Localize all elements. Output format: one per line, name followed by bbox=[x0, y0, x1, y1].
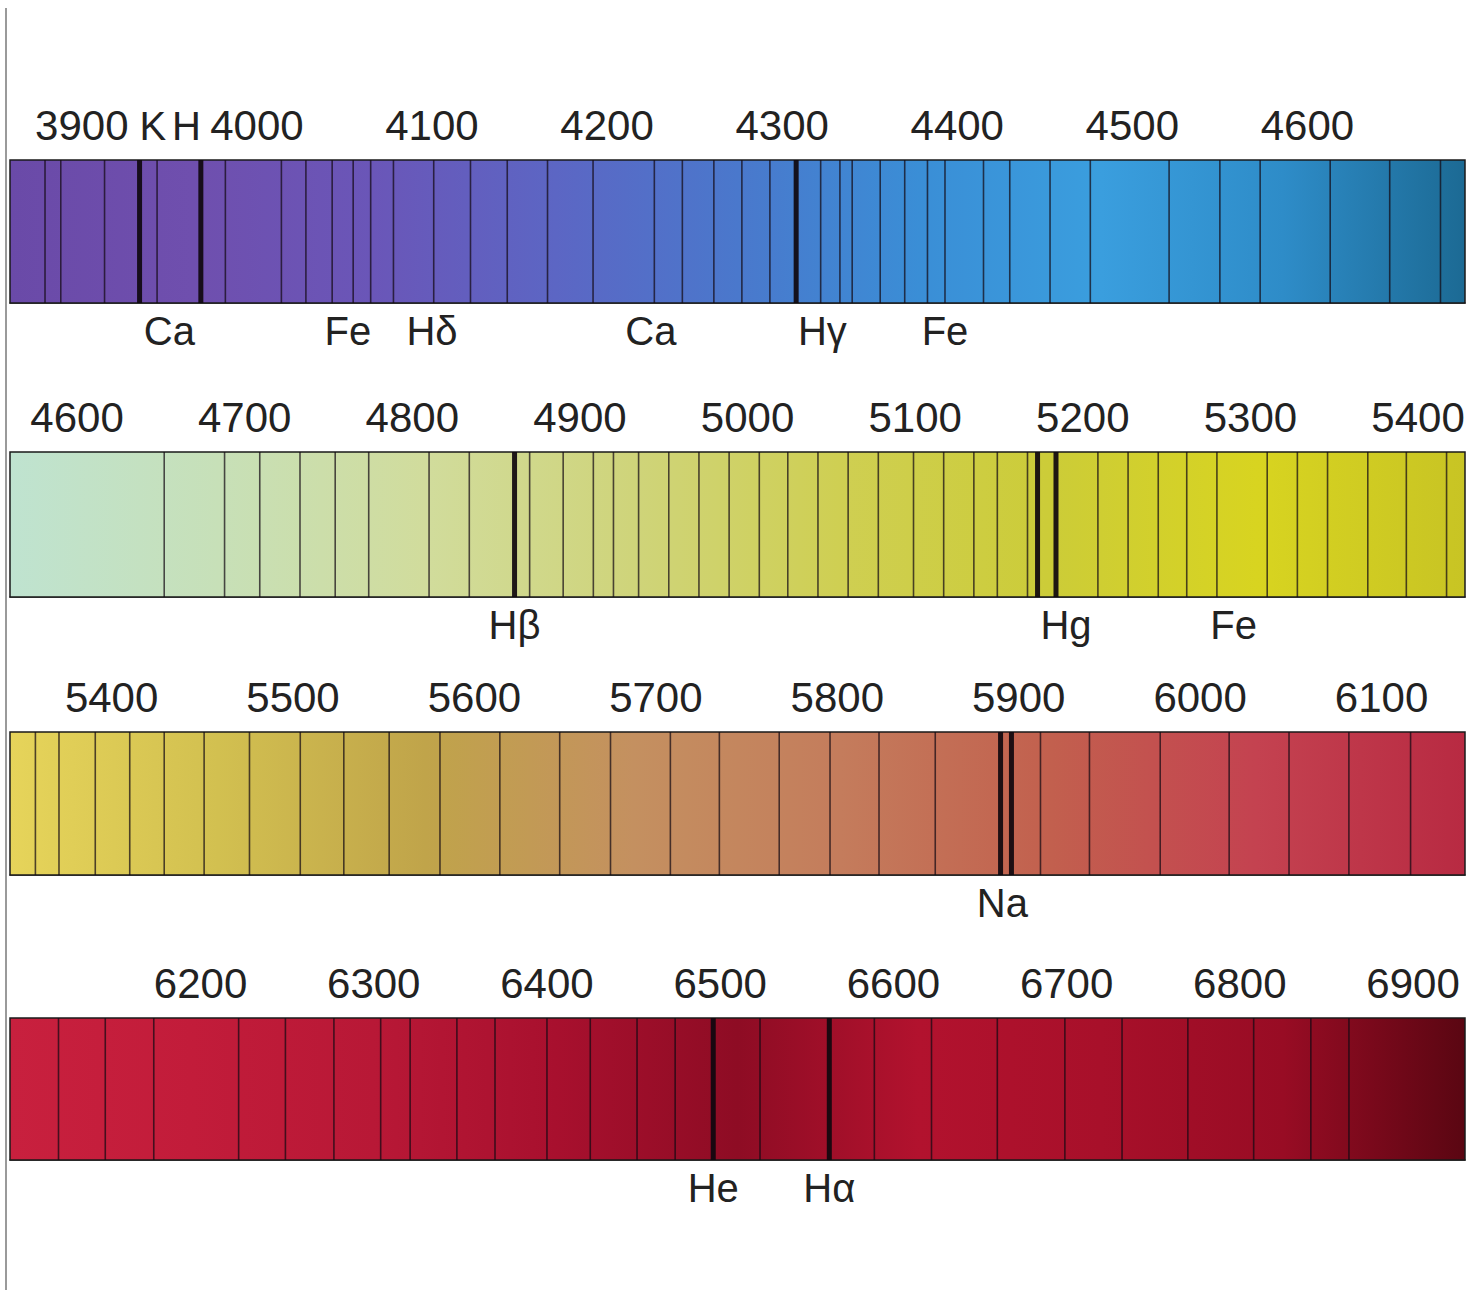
svg-text:5800: 5800 bbox=[791, 674, 884, 721]
svg-text:4100: 4100 bbox=[385, 102, 478, 149]
svg-text:6500: 6500 bbox=[673, 960, 766, 1007]
svg-text:4500: 4500 bbox=[1086, 102, 1179, 149]
svg-text:6400: 6400 bbox=[500, 960, 593, 1007]
svg-text:Hβ: Hβ bbox=[489, 603, 541, 647]
svg-text:Hδ: Hδ bbox=[406, 309, 457, 353]
svg-text:5000: 5000 bbox=[701, 394, 794, 441]
svg-text:Fe: Fe bbox=[922, 309, 969, 353]
svg-text:5100: 5100 bbox=[868, 394, 961, 441]
svg-text:6000: 6000 bbox=[1153, 674, 1246, 721]
svg-text:4000: 4000 bbox=[210, 102, 303, 149]
svg-text:Hα: Hα bbox=[803, 1166, 855, 1210]
svg-text:6300: 6300 bbox=[327, 960, 420, 1007]
svg-text:4600: 4600 bbox=[1261, 102, 1354, 149]
svg-text:6200: 6200 bbox=[154, 960, 247, 1007]
svg-text:5600: 5600 bbox=[428, 674, 521, 721]
svg-text:5200: 5200 bbox=[1036, 394, 1129, 441]
svg-text:4300: 4300 bbox=[735, 102, 828, 149]
svg-text:4800: 4800 bbox=[366, 394, 459, 441]
svg-text:He: He bbox=[688, 1166, 739, 1210]
svg-text:3900: 3900 bbox=[35, 102, 128, 149]
svg-text:6600: 6600 bbox=[847, 960, 940, 1007]
svg-text:Hγ: Hγ bbox=[798, 309, 847, 353]
svg-text:5400: 5400 bbox=[65, 674, 158, 721]
svg-text:5400: 5400 bbox=[1371, 394, 1464, 441]
svg-text:4900: 4900 bbox=[533, 394, 626, 441]
svg-text:5300: 5300 bbox=[1204, 394, 1297, 441]
svg-text:H: H bbox=[172, 104, 201, 148]
svg-text:Hg: Hg bbox=[1040, 603, 1091, 647]
svg-text:Fe: Fe bbox=[1210, 603, 1257, 647]
svg-text:4700: 4700 bbox=[198, 394, 291, 441]
svg-text:4600: 4600 bbox=[30, 394, 123, 441]
svg-text:6900: 6900 bbox=[1366, 960, 1459, 1007]
svg-text:6100: 6100 bbox=[1335, 674, 1428, 721]
svg-text:6700: 6700 bbox=[1020, 960, 1113, 1007]
svg-text:Ca: Ca bbox=[144, 309, 196, 353]
svg-text:5900: 5900 bbox=[972, 674, 1065, 721]
svg-text:5700: 5700 bbox=[609, 674, 702, 721]
svg-text:Na: Na bbox=[977, 881, 1029, 925]
svg-text:4400: 4400 bbox=[911, 102, 1004, 149]
svg-text:Ca: Ca bbox=[625, 309, 677, 353]
svg-text:K: K bbox=[140, 104, 167, 148]
svg-text:5500: 5500 bbox=[246, 674, 339, 721]
svg-text:6800: 6800 bbox=[1193, 960, 1286, 1007]
svg-text:4200: 4200 bbox=[560, 102, 653, 149]
svg-text:Fe: Fe bbox=[325, 309, 372, 353]
